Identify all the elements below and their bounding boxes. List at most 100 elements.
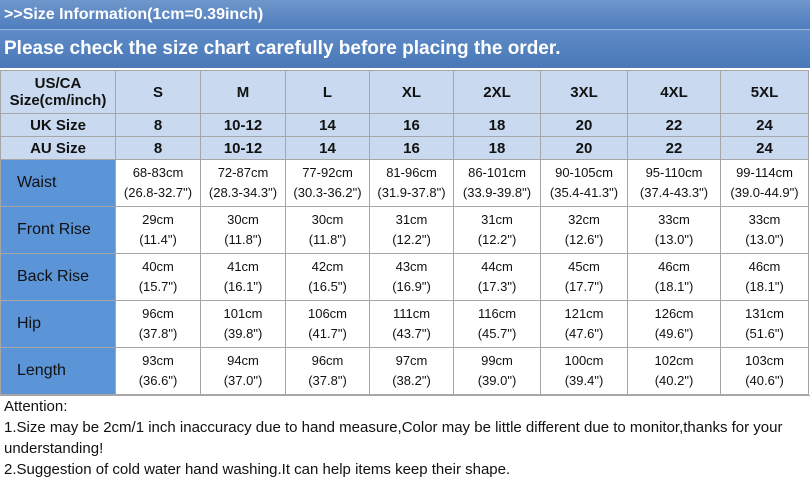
measure-text: (17.3")	[477, 279, 517, 294]
header-cell: 5XL	[720, 70, 809, 114]
measure-text: 46cm	[658, 259, 690, 274]
measure-cell: 31cm (12.2")	[453, 206, 541, 254]
measure-text: (16.1")	[223, 279, 263, 294]
measure-text: 101cm	[223, 306, 263, 321]
measure-text: 96cm	[142, 306, 174, 321]
measure-text: 44cm	[481, 259, 513, 274]
measure-cell: 45cm (17.7")	[540, 253, 628, 301]
measure-cell: 103cm (40.6")	[720, 347, 809, 395]
measure-text: 96cm	[311, 353, 344, 368]
measure-label: Front Rise	[0, 206, 116, 254]
measure-cell: 29cm (11.4")	[115, 206, 201, 254]
measure-cell: 30cm (11.8")	[285, 206, 370, 254]
measure-cell: 90-105cm (35.4-41.3")	[540, 159, 628, 207]
header-cell: L	[285, 70, 370, 114]
measure-text: 126cm	[654, 306, 694, 321]
measure-cell: 94cm (37.0")	[200, 347, 286, 395]
measure-cell: 101cm (39.8")	[200, 300, 286, 348]
measure-text: 81-96cm	[386, 165, 437, 180]
measure-text: (16.5")	[308, 279, 347, 294]
measure-text: 32cm	[568, 212, 600, 227]
measure-cell: 102cm (40.2")	[627, 347, 721, 395]
measure-cell: 131cm (51.6")	[720, 300, 809, 348]
measure-text: (39.4")	[564, 373, 604, 388]
header-cell: 4XL	[627, 70, 721, 114]
measure-text: 43cm	[395, 259, 428, 274]
measure-text: 93cm	[142, 353, 174, 368]
measure-text: 111cm	[392, 306, 431, 321]
measure-text: 131cm	[744, 306, 785, 321]
measure-text: 30cm	[311, 212, 344, 227]
size-cell: 10-12	[200, 136, 286, 160]
size-cell: 22	[627, 136, 721, 160]
measure-cell: 41cm (16.1")	[200, 253, 286, 301]
measure-text: (30.3-36.2")	[293, 185, 362, 200]
measure-text: 45cm	[568, 259, 600, 274]
measure-text: 68-83cm	[132, 165, 184, 180]
measure-text: (51.6")	[745, 326, 784, 341]
measure-text: (40.2")	[654, 373, 694, 388]
measure-text: 106cm	[307, 306, 348, 321]
measure-text: 97cm	[395, 353, 428, 368]
measure-cell: 97cm (38.2")	[369, 347, 454, 395]
measure-text: 103cm	[744, 353, 785, 368]
measure-text: (49.6")	[654, 326, 694, 341]
measure-cell: 96cm (37.8")	[115, 300, 201, 348]
measure-cell: 30cm (11.8")	[200, 206, 286, 254]
measure-text: (36.6")	[138, 373, 178, 388]
measure-text: (15.7")	[138, 279, 178, 294]
info-bar: >>Size Information(1cm=0.39inch)	[0, 0, 810, 30]
size-cell: 24	[720, 136, 809, 160]
measure-cell: 111cm (43.7")	[369, 300, 454, 348]
measure-cell: 77-92cm (30.3-36.2")	[285, 159, 370, 207]
measure-cell: 93cm (36.6")	[115, 347, 201, 395]
measure-text: (26.8-32.7")	[123, 185, 193, 200]
measure-cell: 33cm (13.0")	[627, 206, 721, 254]
measure-text: (37.0")	[223, 373, 263, 388]
measure-row: Length 93cm (36.6") 94cm (37.0") 96cm (37.8") 9…	[0, 347, 809, 395]
notice-bar: Please check the size chart carefully be…	[0, 30, 810, 68]
measure-text: (35.4-41.3")	[549, 185, 619, 200]
header-cell: S	[115, 70, 201, 114]
measure-text: (33.9-39.8")	[462, 185, 532, 200]
measure-cell: 31cm (12.2")	[369, 206, 454, 254]
measure-text: (11.8")	[308, 232, 347, 247]
measure-text: (39.8")	[223, 326, 263, 341]
measure-cell: 68-83cm (26.8-32.7")	[115, 159, 201, 207]
measure-text: (11.8")	[224, 232, 262, 247]
measure-text: 29cm	[142, 212, 174, 227]
measure-text: 42cm	[311, 259, 344, 274]
size-cell: AU Size	[0, 136, 116, 160]
measure-text: (12.6")	[564, 232, 604, 247]
measure-text: 94cm	[227, 353, 259, 368]
measure-text: 77-92cm	[302, 165, 353, 180]
measure-label: Back Rise	[0, 253, 116, 301]
size-cell: 16	[369, 136, 454, 160]
measure-text: 95-110cm	[645, 165, 703, 180]
measure-text: 100cm	[564, 353, 604, 368]
note-line: 1.Size may be 2cm/1 inch inaccuracy due …	[4, 419, 783, 457]
measure-cell: 99-114cm (39.0-44.9")	[720, 159, 809, 207]
measure-text: (41.7")	[308, 326, 347, 341]
measure-text: (40.6")	[745, 373, 784, 388]
measure-text: (13.0")	[654, 232, 694, 247]
measure-text: (43.7")	[392, 326, 431, 341]
measure-text: (17.7")	[564, 279, 604, 294]
measure-cell: 126cm (49.6")	[627, 300, 721, 348]
measure-cell: 42cm (16.5")	[285, 253, 370, 301]
measure-row: Back Rise 40cm (15.7") 41cm (16.1") 42cm (16.5…	[0, 253, 809, 301]
measure-cell: 43cm (16.9")	[369, 253, 454, 301]
measure-cell: 116cm (45.7")	[453, 300, 541, 348]
measure-text: (18.1")	[745, 279, 784, 294]
measure-cell: 100cm (39.4")	[540, 347, 628, 395]
size-cell: UK Size	[0, 113, 116, 137]
measure-text: 33cm	[748, 212, 781, 227]
size-cell: 18	[453, 136, 541, 160]
measure-text: 46cm	[748, 259, 781, 274]
measure-text: (47.6")	[564, 326, 604, 341]
measure-text: 72-87cm	[217, 165, 269, 180]
size-cell: 20	[540, 113, 628, 137]
measure-text: 41cm	[227, 259, 259, 274]
measure-cell: 121cm (47.6")	[540, 300, 628, 348]
